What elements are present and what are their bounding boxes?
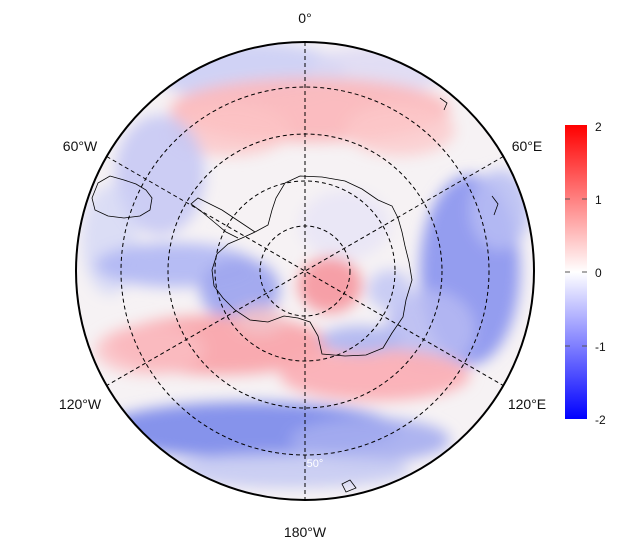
colorbar-tick-marks [565,198,587,347]
new-zealand-coastline [341,479,357,493]
australia-coastline [491,195,499,216]
coastlines [91,97,499,493]
meridian-label-180w: 180°W [284,524,327,540]
graticule [106,42,504,500]
colorbar-gradient [565,125,587,419]
anomaly-field [76,42,534,500]
meridian-label-60e: 60°E [512,138,543,154]
antarctica-coastline [211,175,413,357]
meridian-line [106,156,504,386]
colorbar-tick-label: -1 [595,340,606,354]
meridian-label-0: 0° [298,10,311,26]
south-america-coastline [91,175,153,219]
meridian-line [106,156,504,386]
colorbar-tick-label: 1 [595,193,602,207]
latitude-label: 50° [307,458,324,470]
antarctic-peninsula-coastline [190,197,256,239]
meridian-label-120w: 120°W [59,396,102,412]
africa-tip-coastline [439,97,448,111]
meridian-label-120e: 120°E [508,396,546,412]
colorbar-tick-label: 0 [595,266,602,280]
meridian-label-60w: 60°W [63,138,98,154]
colorbar-tick-label: 2 [595,120,602,134]
map-boundary [75,41,535,501]
colorbar-tick-label: -2 [595,413,606,427]
colorbar: 2 1 0 -1 -2 [565,120,606,427]
